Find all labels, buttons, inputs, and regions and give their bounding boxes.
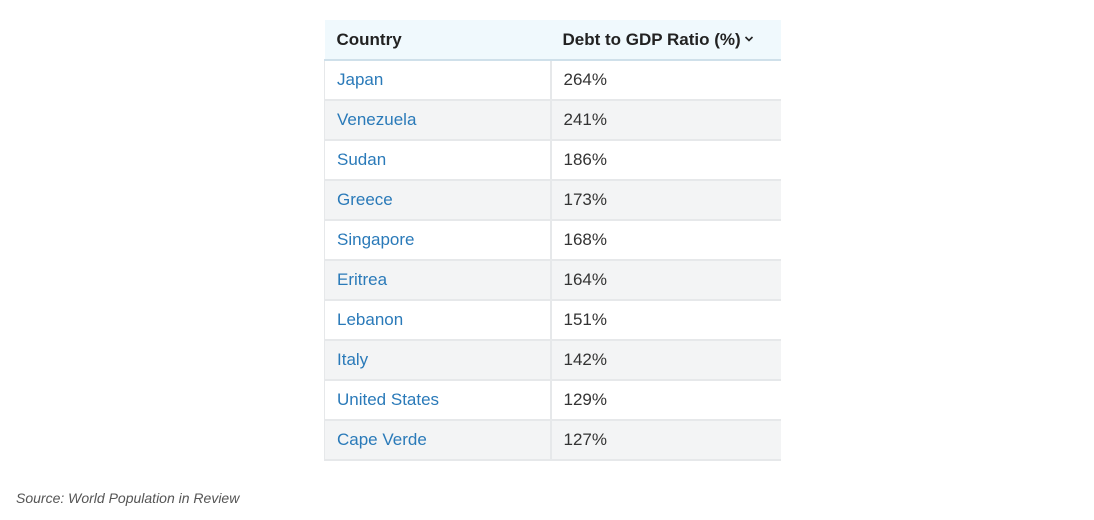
debt-ratio-value: 142%: [550, 340, 781, 381]
debt-ratio-value: 151%: [550, 300, 781, 341]
table-row: Cape Verde 127%: [324, 420, 781, 461]
debt-ratio-value: 168%: [550, 220, 781, 261]
country-link[interactable]: Greece: [324, 180, 552, 221]
table-row: Singapore 168%: [324, 220, 781, 261]
table-row: Lebanon 151%: [324, 300, 781, 341]
table-row: Venezuela 241%: [324, 100, 781, 141]
debt-ratio-value: 264%: [550, 60, 781, 101]
column-header-debt-ratio-label: Debt to GDP Ratio (%): [562, 30, 741, 49]
source-caption: Source: World Population in Review: [16, 490, 240, 506]
country-link[interactable]: Lebanon: [324, 300, 552, 341]
country-link[interactable]: Japan: [324, 60, 552, 101]
table-row: United States 129%: [324, 380, 781, 421]
chevron-down-icon[interactable]: [744, 29, 754, 42]
debt-ratio-value: 164%: [550, 260, 781, 301]
column-header-debt-ratio[interactable]: Debt to GDP Ratio (%): [550, 20, 781, 61]
table-row: Italy 142%: [324, 340, 781, 381]
debt-table-container: Country Debt to GDP Ratio (%) Japan 264%…: [324, 20, 781, 461]
debt-ratio-value: 241%: [550, 100, 781, 141]
table-header-row: Country Debt to GDP Ratio (%): [324, 20, 781, 61]
country-link[interactable]: Sudan: [324, 140, 552, 181]
country-link[interactable]: Venezuela: [324, 100, 552, 141]
country-link[interactable]: Singapore: [324, 220, 552, 261]
table-row: Eritrea 164%: [324, 260, 781, 301]
country-link[interactable]: Eritrea: [324, 260, 552, 301]
table-row: Sudan 186%: [324, 140, 781, 181]
table-row: Greece 173%: [324, 180, 781, 221]
debt-ratio-value: 129%: [550, 380, 781, 421]
country-link[interactable]: United States: [324, 380, 552, 421]
country-link[interactable]: Italy: [324, 340, 552, 381]
debt-ratio-value: 173%: [550, 180, 781, 221]
country-link[interactable]: Cape Verde: [324, 420, 552, 461]
debt-ratio-value: 186%: [550, 140, 781, 181]
debt-ratio-value: 127%: [550, 420, 781, 461]
table-row: Japan 264%: [324, 60, 781, 101]
debt-to-gdp-table: Country Debt to GDP Ratio (%) Japan 264%…: [324, 20, 781, 461]
column-header-country-label: Country: [336, 29, 402, 49]
column-header-country[interactable]: Country: [324, 20, 551, 61]
